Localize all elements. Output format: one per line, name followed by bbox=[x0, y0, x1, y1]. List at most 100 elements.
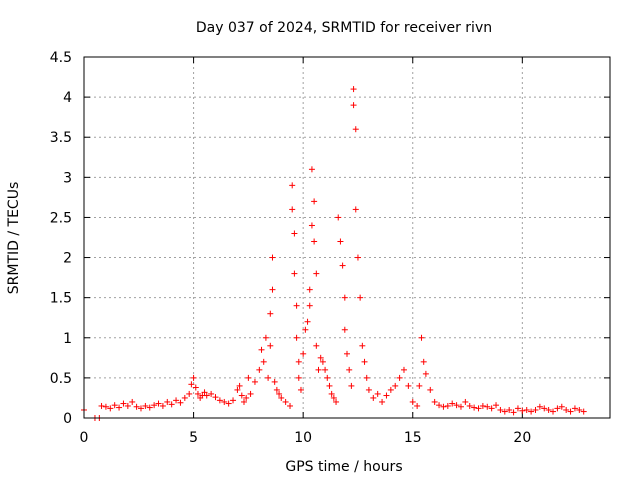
data-point bbox=[267, 310, 274, 317]
data-point bbox=[374, 390, 381, 397]
data-point bbox=[221, 398, 228, 405]
chart-title: Day 037 of 2024, SRMTID for receiver riv… bbox=[196, 20, 492, 36]
data-point bbox=[271, 378, 278, 385]
data-point bbox=[479, 402, 486, 409]
data-point bbox=[289, 206, 296, 213]
data-point bbox=[306, 302, 313, 309]
data-point bbox=[532, 406, 539, 413]
data-point bbox=[420, 358, 427, 365]
data-point bbox=[208, 390, 215, 397]
data-point bbox=[267, 342, 274, 349]
data-point bbox=[269, 286, 276, 293]
data-point bbox=[137, 405, 144, 412]
data-point bbox=[418, 334, 425, 341]
data-point bbox=[315, 366, 322, 373]
y-tick-label: 1 bbox=[63, 331, 72, 347]
data-point bbox=[297, 386, 304, 393]
data-point bbox=[357, 294, 364, 301]
data-point bbox=[256, 366, 263, 373]
data-point bbox=[124, 402, 131, 409]
data-point bbox=[523, 406, 530, 413]
data-point bbox=[341, 294, 348, 301]
data-point bbox=[475, 405, 482, 412]
data-point bbox=[352, 126, 359, 133]
data-point bbox=[291, 270, 298, 277]
data-point bbox=[326, 382, 333, 389]
x-axis-label: GPS time / hours bbox=[285, 459, 402, 475]
data-point bbox=[328, 390, 335, 397]
x-tick-label: 15 bbox=[404, 430, 422, 446]
grid bbox=[84, 57, 610, 418]
data-point bbox=[269, 254, 276, 261]
data-point bbox=[192, 384, 199, 391]
data-point bbox=[427, 386, 434, 393]
data-point bbox=[164, 398, 171, 405]
y-tick-label: 3.5 bbox=[50, 130, 72, 146]
data-point bbox=[146, 404, 153, 411]
data-point bbox=[431, 398, 438, 405]
y-tick-label: 2 bbox=[63, 251, 72, 267]
y-tick-label: 2.5 bbox=[50, 210, 72, 226]
data-point bbox=[567, 408, 574, 415]
data-point bbox=[311, 238, 318, 245]
y-tick-label: 0 bbox=[63, 411, 72, 427]
data-point bbox=[295, 374, 302, 381]
data-point bbox=[304, 318, 311, 325]
data-point bbox=[471, 404, 478, 411]
data-point bbox=[330, 394, 337, 401]
data-point bbox=[287, 402, 294, 409]
data-point bbox=[142, 402, 149, 409]
data-point bbox=[168, 401, 175, 408]
data-point bbox=[497, 406, 504, 413]
data-point bbox=[245, 374, 252, 381]
data-point bbox=[346, 366, 353, 373]
data-point bbox=[322, 366, 329, 373]
data-point bbox=[317, 354, 324, 361]
data-point bbox=[528, 408, 535, 415]
data-point bbox=[273, 386, 280, 393]
data-point bbox=[400, 366, 407, 373]
data-point bbox=[190, 374, 197, 381]
data-point bbox=[414, 402, 421, 409]
data-point bbox=[293, 334, 300, 341]
data-points bbox=[81, 86, 587, 421]
data-point bbox=[212, 394, 219, 401]
data-point bbox=[440, 403, 447, 410]
data-point bbox=[339, 262, 346, 269]
data-point bbox=[319, 358, 326, 365]
data-point bbox=[514, 405, 521, 412]
data-point bbox=[308, 166, 315, 173]
data-point bbox=[238, 392, 245, 399]
data-point bbox=[159, 402, 166, 409]
data-point bbox=[545, 406, 552, 413]
data-point bbox=[365, 386, 372, 393]
data-point bbox=[289, 182, 296, 189]
data-point bbox=[554, 405, 561, 412]
data-point bbox=[501, 408, 508, 415]
data-point bbox=[120, 400, 127, 407]
data-point bbox=[396, 374, 403, 381]
data-point bbox=[177, 399, 184, 406]
data-point bbox=[453, 402, 460, 409]
data-point bbox=[436, 402, 443, 409]
data-point bbox=[536, 403, 543, 410]
data-point bbox=[359, 342, 366, 349]
data-point bbox=[387, 386, 394, 393]
data-point bbox=[265, 374, 272, 381]
data-point bbox=[107, 405, 114, 412]
data-point bbox=[510, 409, 517, 416]
data-point bbox=[541, 405, 548, 412]
data-point bbox=[352, 206, 359, 213]
data-point bbox=[580, 408, 587, 415]
data-point bbox=[324, 374, 331, 381]
data-point bbox=[258, 346, 265, 353]
data-point bbox=[155, 400, 162, 407]
data-point bbox=[348, 382, 355, 389]
data-point bbox=[444, 402, 451, 409]
data-point bbox=[344, 350, 350, 357]
data-point bbox=[188, 381, 195, 388]
data-point bbox=[240, 398, 247, 405]
data-point bbox=[484, 403, 491, 410]
data-point bbox=[422, 370, 429, 377]
